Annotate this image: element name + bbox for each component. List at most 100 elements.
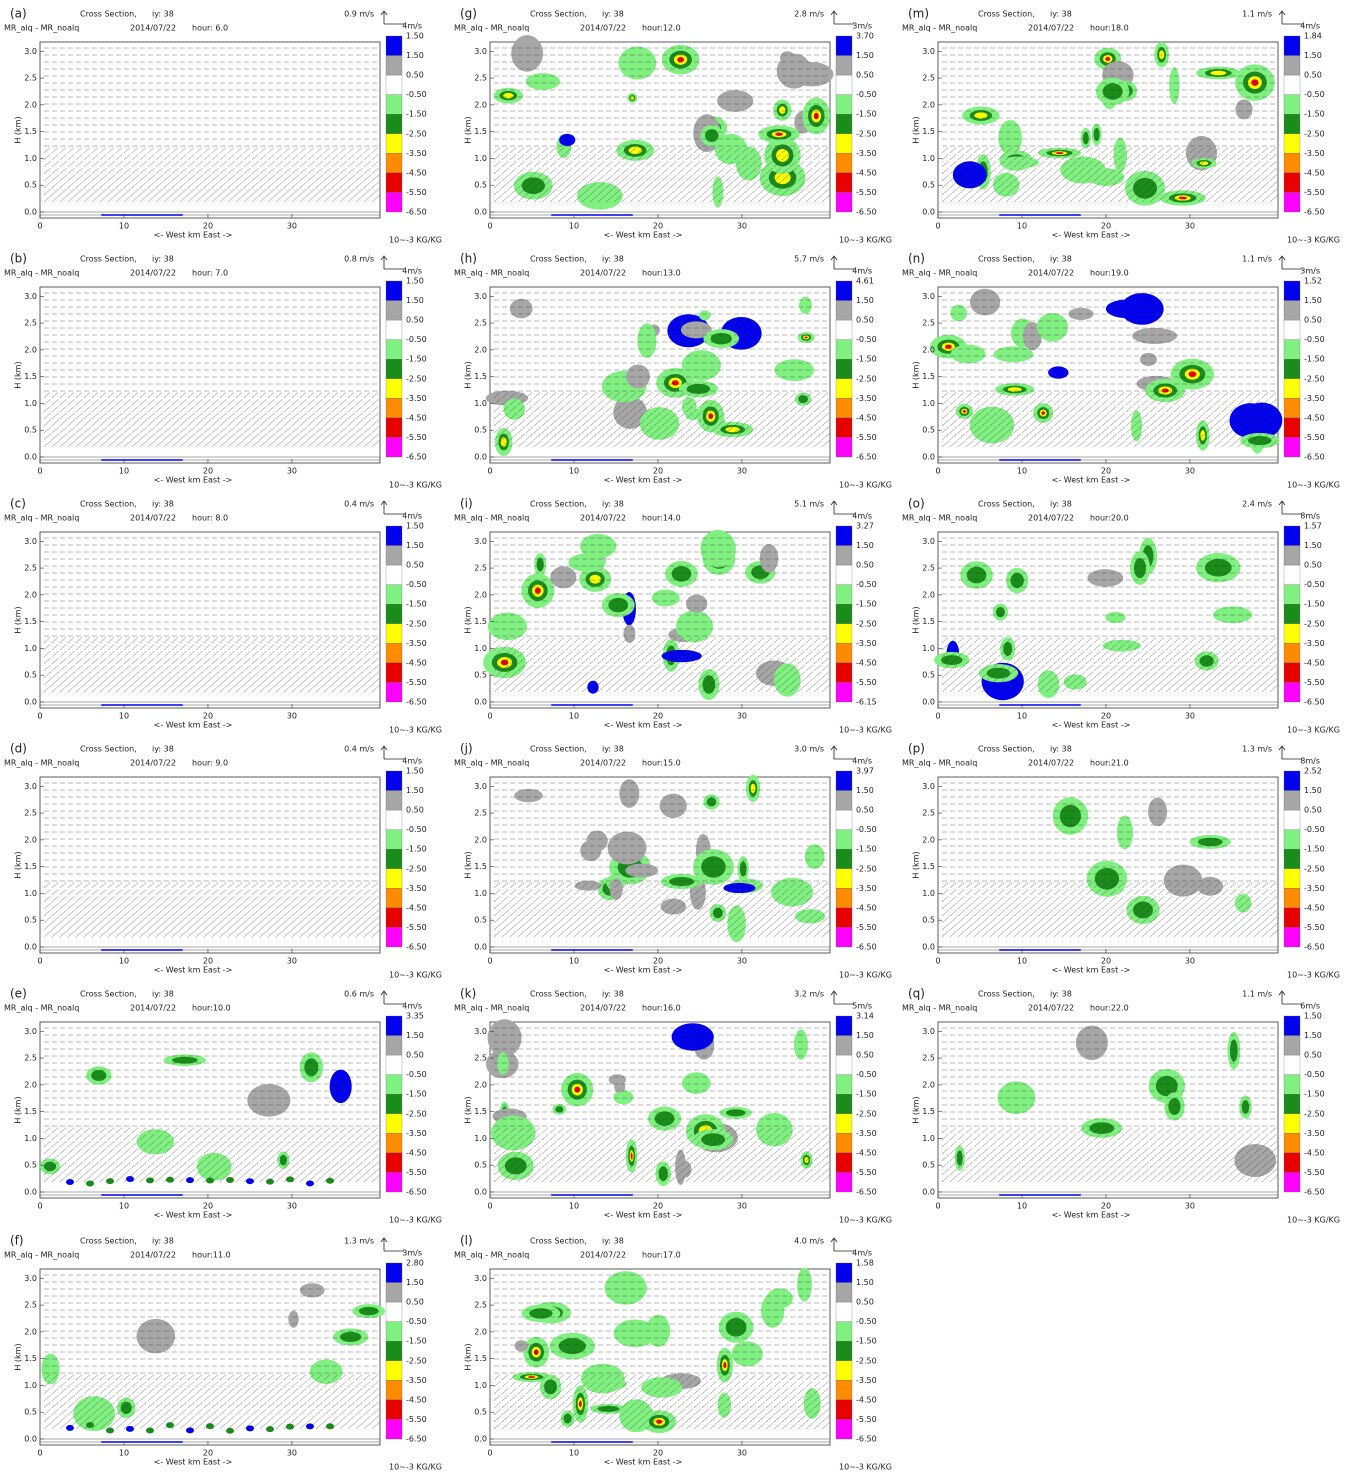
- y-tick-label: 0.0: [24, 208, 37, 217]
- contour-blob: [761, 1293, 785, 1328]
- y-tick-label: 2.5: [474, 1054, 487, 1063]
- y-tick-label: 2.0: [922, 345, 935, 354]
- ref-speed: 1.3 m/s: [344, 1237, 374, 1246]
- y-tick-label: 1.5: [922, 127, 935, 136]
- x-tick-label: 30: [737, 957, 747, 966]
- colorbar-cell: [385, 1301, 403, 1322]
- colorbar-label: -2.50: [406, 1109, 427, 1118]
- y-tick-label: 3.0: [922, 782, 935, 791]
- colorbar-label: -1.50: [856, 845, 877, 854]
- colorbar-max: 2.52: [1304, 767, 1322, 776]
- colorbar-cell: [385, 1094, 403, 1114]
- colorbar-label: -4.50: [1304, 1148, 1325, 1157]
- y-tick-label: 2.0: [922, 1080, 935, 1089]
- colorbar-cell: [835, 564, 853, 585]
- y-tick-label: 1.5: [24, 617, 37, 626]
- contour-blob: [580, 840, 602, 862]
- y-tick-label: 3.0: [24, 1274, 37, 1283]
- contour-blob: [529, 1308, 553, 1319]
- y-tick-label: 1.0: [474, 399, 487, 408]
- colorbar-cell: [835, 339, 853, 360]
- panel: (n) Cross Section, iy: 38 1.1 m/s 3m/s MR_alq…: [902, 252, 1340, 490]
- contour-blob: [574, 880, 602, 891]
- ref-speed: 1.1 m/s: [1242, 255, 1272, 264]
- colorbar-max: 2.80: [406, 1259, 424, 1268]
- x-tick-label: 20: [1101, 957, 1111, 966]
- colorbar-label: -1.50: [856, 600, 877, 609]
- panel: (i) Cross Section, iy: 38 5.1 m/s 4m/s MR_alq…: [454, 497, 892, 735]
- panel-title: Cross Section,: [80, 1237, 137, 1246]
- colorbar-label: -3.50: [1304, 394, 1325, 403]
- contour-blob: [91, 1069, 107, 1081]
- ref-speed: 2.4 m/s: [1242, 500, 1272, 509]
- colorbar-cell: [385, 682, 403, 703]
- colorbar-cell: [1283, 133, 1301, 154]
- contour-blob: [568, 553, 606, 572]
- colorbar-cell: [385, 1035, 403, 1056]
- unit: 10~-3 KG/KG: [389, 236, 442, 245]
- colorbar-label: -3.50: [406, 394, 427, 403]
- y-tick-label: 3.0: [922, 292, 935, 301]
- contour-blob: [803, 1388, 821, 1419]
- colorbar-label: -4.50: [1304, 903, 1325, 912]
- y-axis-label: H (km): [14, 606, 23, 633]
- colorbar-cell: [385, 770, 403, 791]
- y-tick-label: 3.0: [24, 782, 37, 791]
- wind-vectors: [941, 47, 1278, 203]
- colorbar-min: -6.50: [406, 453, 427, 462]
- x-tick-label: 30: [287, 1449, 297, 1458]
- panel-label: (g): [460, 7, 477, 21]
- contour-blob: [1161, 388, 1169, 393]
- colorbar-label: 0.50: [406, 1051, 424, 1060]
- y-tick-label: 0.0: [24, 1188, 37, 1197]
- contour-blob: [609, 878, 623, 900]
- colorbar-cell: [385, 849, 403, 869]
- unit: 10~-3 KG/KG: [1287, 1216, 1340, 1225]
- x-axis-label: <- West km East ->: [154, 721, 233, 730]
- colorbar-cell: [385, 1133, 403, 1154]
- unit: 10~-3 KG/KG: [1287, 481, 1340, 490]
- contour-blob: [509, 298, 533, 319]
- ref-speed: 0.9 m/s: [344, 10, 374, 19]
- contour-blob: [739, 861, 747, 877]
- x-tick-label: 20: [653, 712, 663, 721]
- panel-title: Cross Section,: [80, 255, 137, 264]
- ref-scale: 3m/s: [1300, 267, 1320, 276]
- y-tick-label: 0.5: [24, 916, 37, 925]
- contour-blob: [1003, 641, 1013, 656]
- y-tick-label: 2.5: [24, 564, 37, 573]
- ref-arrow: [830, 745, 854, 760]
- x-tick-label: 30: [737, 467, 747, 476]
- colorbar-cell: [1283, 192, 1301, 213]
- y-tick-label: 2.5: [922, 564, 935, 573]
- colorbar-cell: [835, 1054, 853, 1075]
- colorbar-label: -0.50: [406, 825, 427, 834]
- x-axis-label: <- West km East ->: [604, 721, 683, 730]
- panel-label: (n): [908, 252, 925, 266]
- panel: (j) Cross Section, iy: 38 3.0 m/s 4m/s MR_alq…: [454, 742, 892, 980]
- ref-scale: 4m/s: [402, 512, 422, 521]
- unit: 10~-3 KG/KG: [839, 1216, 892, 1225]
- panel: (k) Cross Section, iy: 38 3.2 m/s 5m/s MR_alq…: [454, 987, 892, 1225]
- contour-blob: [490, 1115, 536, 1151]
- panel-iy: iy: 38: [152, 745, 174, 754]
- panel-label: (c): [10, 497, 26, 511]
- unit: 10~-3 KG/KG: [389, 971, 442, 980]
- colorbar-label: 1.50: [406, 1031, 424, 1040]
- contour-blob: [120, 1401, 132, 1414]
- colorbar-label: -2.50: [406, 619, 427, 628]
- x-tick-label: 30: [287, 957, 297, 966]
- y-tick-label: 2.0: [474, 100, 487, 109]
- colorbar-label: 1.50: [1304, 51, 1322, 60]
- colorbar-min: -6.50: [406, 698, 427, 707]
- contour-blob: [1010, 572, 1024, 589]
- contour-blob: [993, 346, 1034, 363]
- y-tick-label: 0.0: [474, 1435, 487, 1444]
- colorbar-min: -6.50: [1304, 208, 1325, 217]
- x-tick-label: 0: [37, 467, 42, 476]
- ref-scale: 6m/s: [1300, 1002, 1320, 1011]
- colorbar-label: -3.50: [406, 149, 427, 158]
- colorbar-cell: [835, 1341, 853, 1361]
- x-tick-label: 10: [119, 1449, 129, 1458]
- panel-title: Cross Section,: [530, 1237, 587, 1246]
